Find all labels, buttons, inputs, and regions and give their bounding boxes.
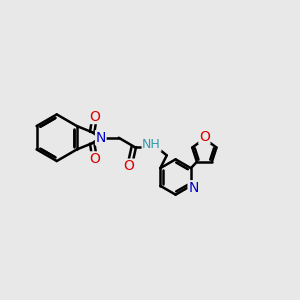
Text: O: O (199, 130, 210, 144)
Text: O: O (89, 152, 100, 166)
Text: NH: NH (142, 138, 161, 151)
Text: N: N (96, 131, 106, 145)
Text: O: O (89, 110, 100, 124)
Text: O: O (124, 159, 134, 173)
Text: N: N (188, 181, 199, 195)
